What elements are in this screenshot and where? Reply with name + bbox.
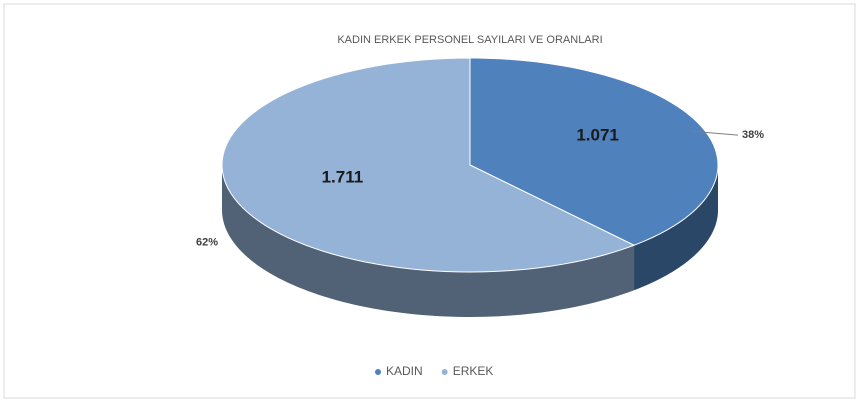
data-label: 1.071 <box>576 126 619 145</box>
slice-side <box>222 165 635 317</box>
legend-label: KADIN <box>386 364 423 378</box>
percentage-label: 62% <box>196 237 218 249</box>
slice <box>469 57 719 246</box>
leader-line <box>691 130 739 136</box>
legend-marker <box>375 369 381 375</box>
legend-label: ERKEK <box>453 364 494 378</box>
chart-title: KADIN ERKEK PERSONEL SAYILARI VE ORANLAR… <box>337 34 602 46</box>
legend-marker <box>441 369 448 375</box>
data-label: 1.711 <box>322 167 364 186</box>
slice <box>221 57 636 273</box>
slice-side <box>634 165 718 291</box>
percentage-label: 38% <box>742 129 764 141</box>
